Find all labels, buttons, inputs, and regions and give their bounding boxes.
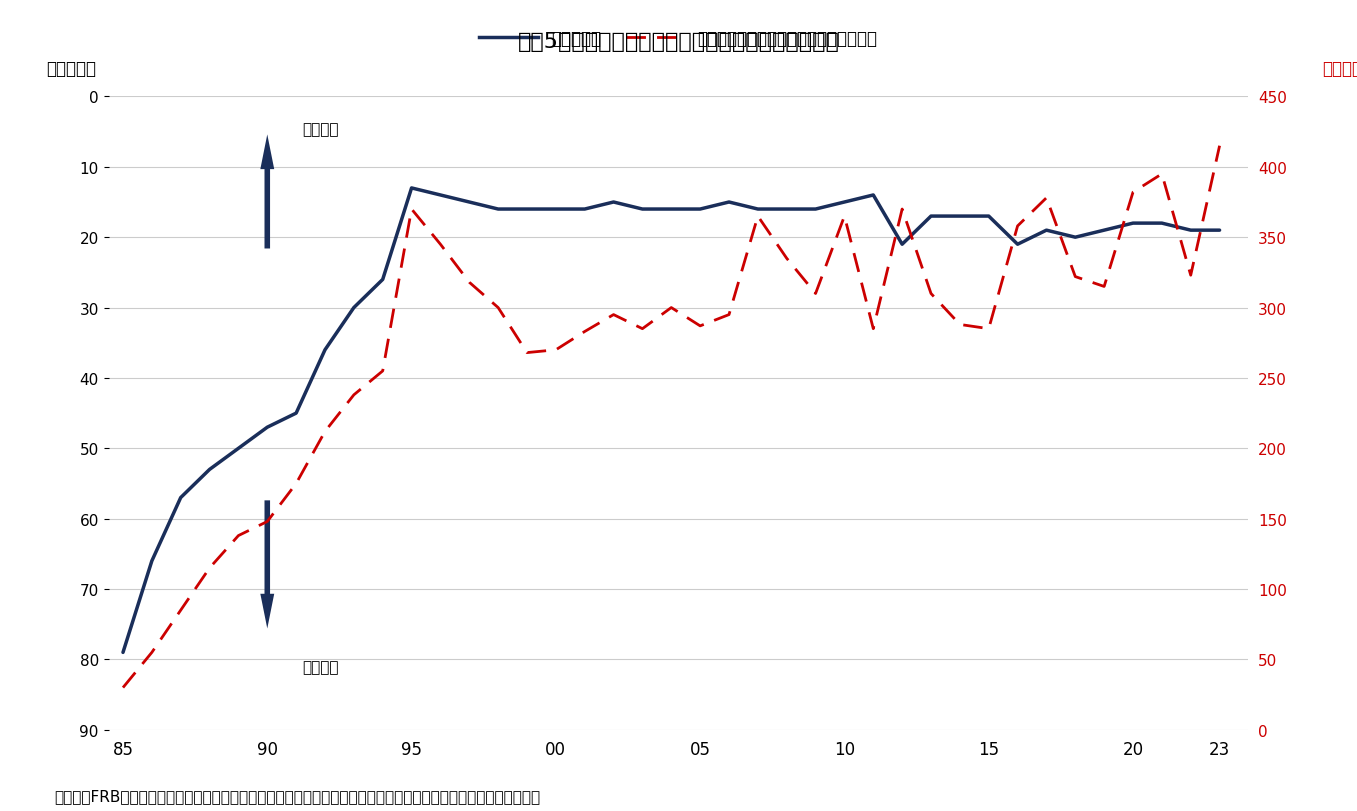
Text: （万元）: （万元） (1323, 60, 1357, 79)
Text: （円安）: （円安） (301, 659, 338, 675)
Text: 図袄5　円元レートと元換算の首都圏マンション価格: 図袄5 円元レートと元換算の首都圏マンション価格 (517, 32, 840, 53)
Text: （円高）: （円高） (301, 122, 338, 137)
Text: （円／元）: （円／元） (46, 60, 96, 79)
Legend: 円元レート, 元換算の首都圏マンション価格（右軸）: 円元レート, 元換算の首都圏マンション価格（右軸） (472, 24, 885, 54)
Text: （出所）FRB、不動産経済研究所「首都圏　新築分譲マンション市場動向」をもとにニッセイ基礎研究所が加工作成: （出所）FRB、不動産経済研究所「首都圏 新築分譲マンション市場動向」をもとにニ… (54, 788, 540, 803)
